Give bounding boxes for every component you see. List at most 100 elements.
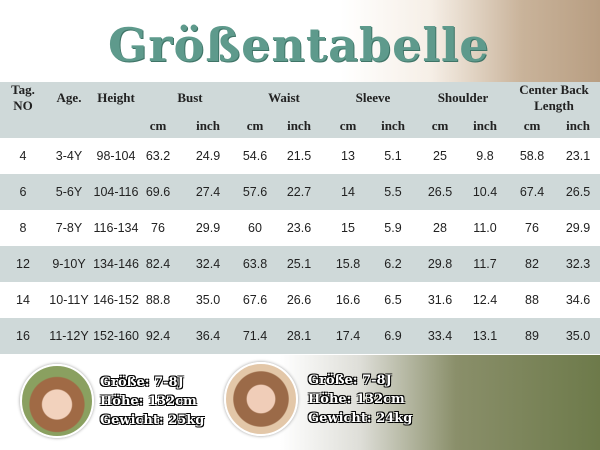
page-title: Größentabelle [108, 18, 490, 72]
unit-label: inch [566, 118, 590, 133]
table-row: 12 9-10Y 134-146 82.4 32.4 63.8 25.1 15.8 6.2 29.… [0, 246, 600, 282]
header-tag: Tag. NO [11, 82, 35, 113]
stone-wall-background [340, 0, 600, 82]
size-chart-table: Tag. NO Age. Height Bust Waist Sleeve Sh… [0, 82, 600, 354]
table-cell: 104-116 [93, 185, 139, 199]
table-cell: 60 [248, 221, 262, 235]
table-cell: 9-10Y [52, 257, 86, 271]
table-cell: 146-152 [93, 293, 139, 307]
table-cell: 33.4 [427, 329, 453, 343]
unit-label: inch [196, 118, 220, 133]
unit-label: inch [473, 118, 497, 133]
table-row: 4 3-4Y 98-104 63.2 24.9 54.6 21.5 13 5.1 25 9.8 58.… [0, 138, 600, 174]
table-cell: 15.8 [335, 257, 361, 271]
table-cell: 134-146 [93, 257, 139, 271]
table-cell: 25.1 [286, 257, 312, 271]
table-cell: 12 [16, 257, 30, 271]
table-cell: 5-6Y [55, 185, 83, 199]
model-weight: Gewicht: 25kg [100, 412, 205, 428]
table-cell: 92.4 [145, 329, 171, 343]
table-cell: 21.5 [286, 149, 312, 163]
model-weight: Gewicht: 24kg [308, 410, 413, 426]
table-cell: 9.8 [476, 149, 494, 163]
table-cell: 35.0 [565, 329, 591, 343]
table-cell: 29.8 [427, 257, 453, 271]
table-cell: 54.6 [242, 149, 268, 163]
table-cell: 13.1 [472, 329, 498, 343]
table-cell: 32.4 [195, 257, 221, 271]
table-cell: 26.5 [427, 185, 453, 199]
table-cell: 24.9 [195, 149, 221, 163]
table-cell: 98-104 [96, 149, 136, 163]
table-cell: 10.4 [472, 185, 498, 199]
header-row: Tag. NO Age. Height Bust Waist Sleeve Sh… [0, 82, 600, 114]
table-cell: 28.1 [286, 329, 312, 343]
table-cell: 6.5 [384, 293, 402, 307]
model-height: Höhe: 132cm [100, 393, 197, 409]
table-cell: 16.6 [335, 293, 361, 307]
table-cell: 35.0 [195, 293, 221, 307]
table-cell: 27.4 [195, 185, 221, 199]
header-waist: Waist [268, 90, 300, 105]
unit-label: cm [523, 118, 541, 133]
table-cell: 5.5 [384, 185, 402, 199]
table-cell: 11.0 [473, 221, 497, 235]
table-cell: 32.3 [565, 257, 591, 271]
table-cell: 5.9 [384, 221, 402, 235]
model-size: Größe: 7-8J [100, 374, 184, 390]
header-shoulder: Shoulder [437, 90, 489, 105]
table-cell: 57.6 [242, 185, 268, 199]
model-1: Größe: 7-8J Höhe: 132cm Gewicht: 25kg [20, 364, 204, 438]
table-cell: 10-11Y [49, 293, 89, 307]
table-cell: 116-134 [93, 221, 139, 235]
table-cell: 63.2 [145, 149, 171, 163]
table-cell: 8 [19, 221, 27, 235]
table-cell: 12.4 [472, 293, 498, 307]
table-cell: 6.2 [384, 257, 402, 271]
table-cell: 28 [433, 221, 447, 235]
table-row: 16 11-12Y 152-160 92.4 36.4 71.4 28.1 17.4 6.9 33… [0, 318, 600, 354]
table-cell: 11.7 [473, 257, 497, 271]
table-cell: 23.6 [286, 221, 312, 235]
table-cell: 23.1 [565, 149, 591, 163]
header-age: Age. [56, 90, 82, 105]
unit-row: cm inch cm inch cm inch cm inch cm inch [0, 114, 600, 138]
table-cell: 14 [341, 185, 355, 199]
table-row: 8 7-8Y 116-134 76 29.9 60 23.6 15 5.9 28 11.0 76 29.… [0, 210, 600, 246]
table-cell: 67.4 [519, 185, 545, 199]
table-cell: 152-160 [93, 329, 139, 343]
table-cell: 58.8 [519, 149, 545, 163]
table-cell: 34.6 [565, 293, 591, 307]
table-cell: 36.4 [195, 329, 221, 343]
header-sleeve: Sleeve [355, 90, 391, 105]
table-cell: 4 [19, 149, 27, 163]
model-photo [224, 362, 298, 436]
header-height: Height [97, 90, 135, 105]
unit-label: cm [149, 118, 167, 133]
unit-label: cm [246, 118, 264, 133]
table-cell: 25 [433, 149, 447, 163]
table-cell: 3-4Y [55, 149, 83, 163]
garden-background [280, 355, 600, 450]
unit-label: inch [287, 118, 311, 133]
unit-label: cm [339, 118, 357, 133]
table-cell: 76 [525, 221, 539, 235]
table-cell: 14 [16, 293, 30, 307]
table-cell: 31.6 [427, 293, 453, 307]
model-photo [20, 364, 94, 438]
table-cell: 26.5 [565, 185, 591, 199]
table-cell: 6.9 [384, 329, 402, 343]
table-cell: 69.6 [145, 185, 171, 199]
table-cell: 89 [525, 329, 539, 343]
table-row: 6 5-6Y 104-116 69.6 27.4 57.6 22.7 14 5.5 26.5 10.… [0, 174, 600, 210]
table-cell: 11-12Y [49, 329, 89, 343]
unit-label: inch [381, 118, 405, 133]
header-bust: Bust [177, 90, 203, 105]
table-row: 14 10-11Y 146-152 88.8 35.0 67.6 26.6 16.6 6.5 31… [0, 282, 600, 318]
model-2: Größe: 7-8J Höhe: 132cm Gewicht: 24kg [224, 362, 412, 436]
table-cell: 16 [16, 329, 30, 343]
table-cell: 63.8 [242, 257, 268, 271]
model-size: Größe: 7-8J [308, 372, 392, 388]
table-cell: 29.9 [565, 221, 591, 235]
table-cell: 29.9 [195, 221, 221, 235]
